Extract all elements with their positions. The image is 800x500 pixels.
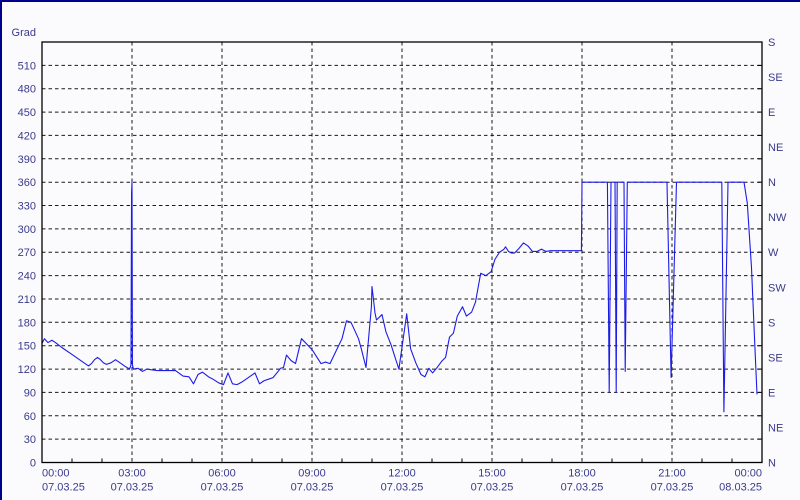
svg-text:SE: SE <box>768 352 783 364</box>
svg-text:21:00: 21:00 <box>658 468 686 480</box>
svg-text:W: W <box>768 247 779 259</box>
svg-text:Grad: Grad <box>12 27 36 39</box>
svg-text:210: 210 <box>18 294 36 306</box>
svg-text:SW: SW <box>768 282 786 294</box>
svg-text:07.03.25: 07.03.25 <box>651 482 694 494</box>
svg-text:S: S <box>768 317 775 329</box>
svg-text:15:00: 15:00 <box>478 468 506 480</box>
svg-text:30: 30 <box>24 434 36 446</box>
svg-text:07.03.25: 07.03.25 <box>291 482 334 494</box>
svg-text:NE: NE <box>768 423 783 435</box>
svg-text:NE: NE <box>768 142 783 154</box>
svg-text:S: S <box>768 37 775 49</box>
svg-text:300: 300 <box>18 224 36 236</box>
svg-text:E: E <box>768 107 775 119</box>
svg-text:N: N <box>768 177 776 189</box>
svg-text:450: 450 <box>18 107 36 119</box>
svg-text:240: 240 <box>18 271 36 283</box>
svg-text:06:00: 06:00 <box>208 468 236 480</box>
svg-text:03:00: 03:00 <box>118 468 146 480</box>
svg-text:SE: SE <box>768 72 783 84</box>
svg-text:330: 330 <box>18 201 36 213</box>
svg-text:60: 60 <box>24 411 36 423</box>
svg-text:120: 120 <box>18 364 36 376</box>
svg-text:07.03.25: 07.03.25 <box>111 482 154 494</box>
svg-text:420: 420 <box>18 130 36 142</box>
svg-text:07.03.25: 07.03.25 <box>42 482 85 494</box>
svg-text:180: 180 <box>18 317 36 329</box>
svg-text:E: E <box>768 387 775 399</box>
svg-text:390: 390 <box>18 154 36 166</box>
svg-text:00:00: 00:00 <box>734 468 762 480</box>
svg-text:360: 360 <box>18 177 36 189</box>
svg-text:510: 510 <box>18 60 36 72</box>
svg-text:NW: NW <box>768 212 787 224</box>
svg-text:270: 270 <box>18 247 36 259</box>
svg-text:12:00: 12:00 <box>388 468 416 480</box>
svg-text:N: N <box>768 458 776 470</box>
svg-text:07.03.25: 07.03.25 <box>381 482 424 494</box>
svg-text:18:00: 18:00 <box>568 468 596 480</box>
svg-text:07.03.25: 07.03.25 <box>201 482 244 494</box>
svg-text:0: 0 <box>30 458 36 470</box>
svg-text:90: 90 <box>24 387 36 399</box>
svg-text:07.03.25: 07.03.25 <box>561 482 604 494</box>
svg-text:150: 150 <box>18 341 36 353</box>
svg-text:00:00: 00:00 <box>42 468 70 480</box>
svg-text:08.03.25: 08.03.25 <box>719 482 762 494</box>
svg-text:480: 480 <box>18 84 36 96</box>
svg-text:07.03.25: 07.03.25 <box>471 482 514 494</box>
svg-text:09:00: 09:00 <box>298 468 326 480</box>
